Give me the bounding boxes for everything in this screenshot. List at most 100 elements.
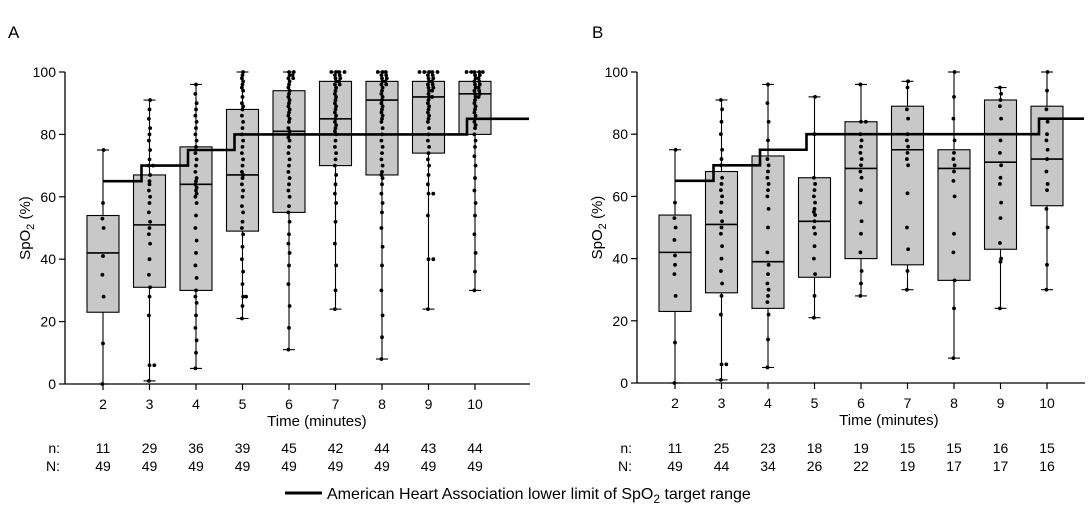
data-point <box>473 123 478 127</box>
data-point <box>152 363 157 368</box>
y-tick-label: 80 <box>612 126 628 142</box>
box-10 <box>1030 71 1064 291</box>
data-point <box>147 210 151 215</box>
data-point <box>380 88 384 93</box>
data-point <box>473 104 478 109</box>
data-point <box>241 120 246 124</box>
data-point <box>287 91 291 96</box>
data-point <box>286 188 291 193</box>
data-point <box>905 191 910 196</box>
data-point <box>952 278 957 283</box>
data-point <box>719 157 724 161</box>
data-point <box>287 219 292 224</box>
data-point <box>426 157 430 162</box>
data-point <box>380 144 385 149</box>
data-point <box>380 126 385 131</box>
data-point <box>720 175 724 180</box>
data-point <box>147 272 151 277</box>
data-point <box>240 182 244 187</box>
N-count: 49 <box>467 458 483 474</box>
data-point <box>477 73 482 78</box>
data-point <box>337 70 341 74</box>
y-tick-label: 0 <box>48 376 56 392</box>
data-point <box>333 182 338 187</box>
n-count: 36 <box>188 440 204 456</box>
data-point <box>101 254 105 258</box>
data-point <box>998 85 1002 90</box>
data-point <box>719 312 723 317</box>
data-point <box>999 163 1003 168</box>
data-point <box>286 104 291 109</box>
data-point <box>148 126 153 131</box>
data-point <box>193 113 198 118</box>
data-point <box>334 95 338 99</box>
data-point <box>286 95 291 99</box>
data-point <box>672 216 677 221</box>
data-point <box>334 263 338 268</box>
data-point <box>1045 119 1050 124</box>
data-point <box>859 138 864 143</box>
data-point <box>858 200 863 205</box>
data-point <box>426 116 431 121</box>
data-point <box>952 70 957 74</box>
data-point <box>147 132 152 137</box>
data-point <box>193 226 198 230</box>
n-count: 11 <box>668 440 683 456</box>
data-point <box>333 126 338 131</box>
y-tick-label: 80 <box>40 126 56 142</box>
data-point <box>999 256 1003 261</box>
data-point <box>719 182 724 186</box>
data-point <box>380 169 384 174</box>
data-point <box>858 250 863 255</box>
data-point <box>194 191 199 196</box>
data-point <box>812 225 816 230</box>
N-count: 22 <box>853 458 869 474</box>
data-point <box>286 210 291 215</box>
data-point <box>338 76 343 81</box>
data-point <box>472 79 477 84</box>
data-point <box>719 98 723 102</box>
data-point <box>812 206 817 211</box>
data-point <box>333 91 337 96</box>
data-point <box>464 70 469 74</box>
data-point <box>147 257 152 262</box>
data-point <box>473 76 478 81</box>
data-point <box>194 157 199 162</box>
data-point <box>240 101 244 106</box>
data-point <box>148 98 153 102</box>
data-point <box>469 70 474 74</box>
data-point <box>380 176 385 180</box>
n-count: 39 <box>235 440 251 456</box>
data-point <box>333 191 337 196</box>
data-point <box>719 200 724 205</box>
data-point <box>287 176 292 180</box>
data-point <box>334 173 338 177</box>
data-point <box>473 113 478 118</box>
data-point <box>379 73 384 78</box>
n-count: 25 <box>714 440 730 456</box>
data-point <box>472 288 477 293</box>
data-point <box>147 179 152 184</box>
x-tick-label: 9 <box>997 395 1005 411</box>
data-point <box>766 182 771 186</box>
data-point <box>333 88 338 93</box>
data-point <box>998 138 1003 143</box>
data-point <box>287 263 291 268</box>
n-count: 15 <box>946 440 962 456</box>
data-point <box>426 307 430 312</box>
data-point <box>194 120 199 124</box>
data-point <box>719 231 723 236</box>
data-point <box>194 338 199 343</box>
data-point <box>193 132 198 137</box>
data-point <box>766 287 771 292</box>
data-point <box>380 116 384 121</box>
n-count: 15 <box>1039 440 1055 456</box>
data-point <box>426 173 431 177</box>
data-point <box>291 70 296 74</box>
data-point <box>380 210 384 215</box>
data-point <box>241 104 246 109</box>
data-point <box>427 88 431 93</box>
data-point <box>240 219 245 224</box>
x-axis-label: Time (minutes) <box>839 412 938 429</box>
